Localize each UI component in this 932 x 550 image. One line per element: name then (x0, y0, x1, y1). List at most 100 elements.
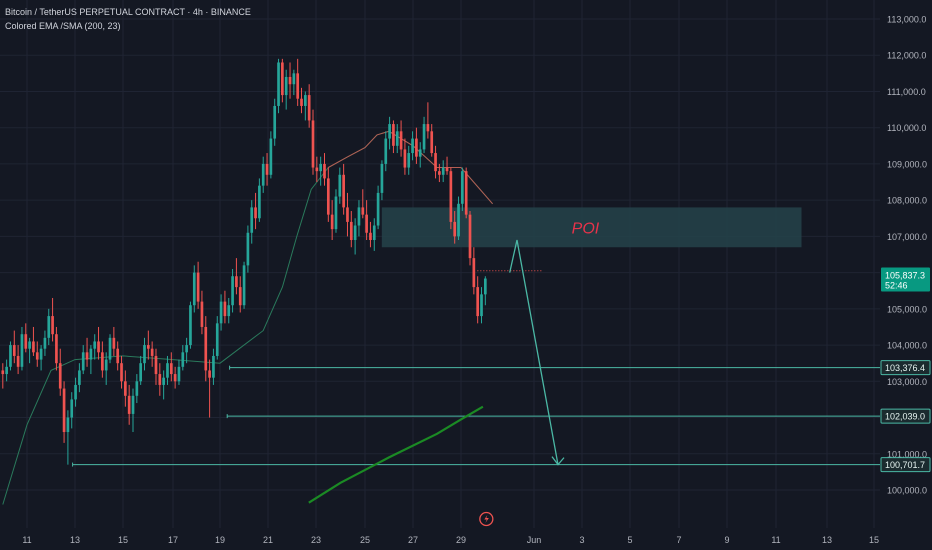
candle (457, 196, 460, 241)
price-tick-label: 101,000.0 (887, 449, 927, 459)
candle (281, 58, 284, 103)
candle-body (166, 363, 169, 378)
candle (62, 381, 66, 443)
flash-icon[interactable] (479, 511, 494, 527)
candle (250, 200, 254, 244)
time-axis[interactable]: 11 13 15 17 19 21 23 25 27 29 Jun 3 5 7 9 11 13 15 (22, 535, 879, 545)
projection-arrow[interactable] (509, 239, 565, 466)
candle (219, 294, 223, 331)
candle (319, 156, 322, 186)
candle (284, 69, 288, 110)
candle-body (258, 185, 261, 219)
candle-body (208, 370, 211, 378)
candle (449, 167, 453, 230)
candle-body (89, 348, 93, 360)
candle (369, 221, 372, 248)
candle-body (395, 131, 399, 146)
candle-body (231, 276, 234, 306)
price-tick-label: 105,000.0 (887, 304, 927, 314)
candle-body (273, 105, 277, 139)
flash-icon-circle (479, 511, 494, 527)
candle (70, 392, 74, 429)
candle (66, 410, 70, 465)
price-tick-label: 103,000.0 (887, 377, 927, 387)
poi-label: POI (572, 220, 600, 237)
poi-zone[interactable]: POI (381, 207, 802, 248)
candle (376, 185, 380, 230)
candle-body (238, 287, 242, 306)
candle-body (173, 374, 177, 382)
candles (1, 58, 544, 465)
candle-body (1, 370, 5, 375)
candle-body (70, 399, 74, 418)
price-tick-label: 112,000.0 (887, 51, 926, 61)
candle (296, 58, 300, 106)
candle (55, 326, 58, 371)
candle-body (20, 334, 24, 367)
candle (395, 124, 399, 154)
candle (146, 330, 150, 360)
candle (330, 200, 334, 241)
candle-body (5, 366, 8, 375)
time-tick-label: 3 (579, 535, 584, 545)
candle-body (200, 301, 204, 327)
candle (476, 276, 480, 324)
level-badge (880, 360, 931, 376)
candle (20, 326, 24, 371)
candle (120, 355, 123, 389)
candle (200, 290, 204, 335)
time-tick-label: 11 (22, 535, 31, 545)
candle (204, 316, 208, 382)
candle-body (323, 163, 326, 179)
candle-body (472, 258, 476, 288)
candle-body (162, 377, 165, 385)
candle (357, 200, 361, 237)
time-tick-label: 29 (456, 535, 466, 545)
candle-body (346, 207, 349, 222)
candle (380, 160, 384, 201)
candle-body (277, 62, 280, 106)
candle (346, 192, 349, 237)
candle-body (288, 76, 292, 85)
candle-body (464, 171, 468, 215)
time-tick-label: 23 (311, 535, 321, 545)
candle-body (62, 388, 66, 433)
candle (464, 167, 468, 219)
candle (223, 290, 227, 324)
candle-body (219, 301, 223, 324)
candle-body (139, 363, 143, 382)
time-tick-label: 27 (408, 535, 418, 545)
candle-body (212, 355, 215, 378)
candle (124, 370, 127, 407)
candle-body (361, 207, 365, 215)
candle (162, 370, 165, 400)
candle-body (353, 225, 357, 241)
candle-body (418, 149, 422, 157)
projection-arrowhead (551, 456, 565, 466)
candle (24, 323, 28, 353)
support-levels[interactable] (72, 365, 880, 467)
candle-body (388, 124, 391, 139)
candle-body (372, 225, 376, 241)
candle-body (146, 345, 150, 349)
candle (292, 69, 296, 96)
candle (39, 345, 43, 371)
candle (1, 363, 5, 389)
candle-body (192, 272, 196, 306)
candle-body (235, 276, 238, 288)
candle-body (265, 163, 269, 175)
candle-body (300, 98, 303, 106)
candle (277, 58, 280, 114)
candle-body (204, 326, 208, 371)
price-tick-label: 108,000.0 (887, 196, 927, 206)
time-tick-label: Jun (527, 535, 542, 545)
candle-body (16, 355, 20, 367)
candle (166, 355, 169, 385)
candle-body (101, 352, 104, 371)
level-badge (880, 408, 931, 424)
candle (5, 359, 8, 382)
candle-body (74, 384, 77, 400)
candle-body (296, 73, 300, 99)
grid (0, 0, 880, 528)
